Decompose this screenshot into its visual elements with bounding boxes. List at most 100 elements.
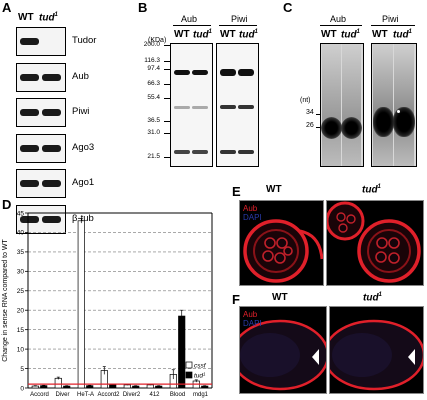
panel-a-wt-label: WT <box>18 12 34 23</box>
panel-d-ylabel: Change in sense RNA compared to WT <box>2 238 9 361</box>
panel-b-marker-7: 21.5 <box>147 153 160 160</box>
panel-c-aub-gel <box>320 43 364 167</box>
panel-c-piwi-gel <box>371 43 417 167</box>
panel-a-blot-3 <box>16 133 66 163</box>
panel-b-marker-tick-7 <box>164 157 170 158</box>
panel-f-mut-label: tud1 <box>363 292 382 304</box>
panel-d-ytick-label: 20 <box>17 308 25 315</box>
panel-d-xtick-label: HeT-A <box>77 392 94 398</box>
panel-c-aub-line <box>320 25 362 26</box>
panel-c-asterisk-dot <box>397 110 400 113</box>
panel-c-aub-header: Aub <box>330 14 347 24</box>
panel-b-mut-label-1: tud1 <box>193 29 212 41</box>
panel-a-row-label-5: β-tub <box>72 212 94 224</box>
panel-d-xtick-label: Diver2 <box>123 392 141 398</box>
panel-d-ytick-label: 35 <box>17 249 25 256</box>
panel-b-marker-4: 55.4 <box>147 94 160 101</box>
panel-a-blot-0 <box>16 27 66 56</box>
panel-b-marker-5: 36.5 <box>147 117 160 124</box>
panel-c-piwi-line <box>371 25 415 26</box>
panel-b-aub-line <box>173 25 211 26</box>
panel-d-ytick-label: 40 <box>17 230 25 237</box>
panel-d-ytick-label: 25 <box>17 288 25 295</box>
panel-b-wt-label-2: WT <box>220 29 236 40</box>
panel-b-piwi-gel <box>216 43 259 167</box>
panel-b-marker-6: 31.0 <box>147 129 160 136</box>
panel-d-xtick-label: 412 <box>149 392 160 398</box>
panel-b-unit: (KDa) <box>148 37 167 44</box>
panel-e-wt-image: Aub DAPI <box>239 200 324 286</box>
panel-d-bar-tud-blood <box>178 315 186 389</box>
panel-f-dapi-label: DAPI <box>243 319 262 328</box>
panel-c-marker-34: 34 <box>306 109 314 116</box>
panel-d-bar-tud-accord2 <box>109 384 117 389</box>
panel-f-wt-arrowhead-icon <box>312 349 319 365</box>
panel-d-letter: D <box>2 197 12 212</box>
panel-b-aub-header: Aub <box>181 14 198 24</box>
panel-d-chart: Change in sense RNA compared to WT 0 5 10 15… <box>2 210 213 398</box>
panel-c-unit: (nt) <box>300 97 311 104</box>
panel-d-xtick-label: Diver <box>55 392 69 398</box>
panel-a-row-label-0: Tudor <box>72 35 97 46</box>
panel-b-marker-tick-0 <box>164 45 170 46</box>
panel-e-mut-label: tud1 <box>362 184 381 196</box>
panel-d-ytick-label: 0 <box>20 385 24 392</box>
panel-c-piwi-header: Piwi <box>382 14 399 24</box>
panel-f-wt-image: Aub DAPI <box>239 306 327 394</box>
panel-b-marker-tick-5 <box>164 121 170 122</box>
panel-f-mut-image <box>329 306 424 394</box>
panel-c-wt-label-1: WT <box>321 29 337 40</box>
panel-e-aub-label: Aub <box>243 204 258 213</box>
panel-d-ytick-label: 45 <box>17 210 25 217</box>
panel-f-wt-label: WT <box>272 292 288 303</box>
panel-b-wt-label-1: WT <box>174 29 190 40</box>
panel-d-ytick-label: 10 <box>17 346 25 353</box>
panel-b-marker-tick-6 <box>164 133 170 134</box>
panel-a-row-label-3: Ago3 <box>72 141 95 153</box>
panel-d-xtick-label: mdg1 <box>193 392 209 398</box>
panel-d-xtick-label: Accord2 <box>97 392 120 398</box>
panel-d-legend-label-1: tud1 <box>194 371 206 380</box>
panel-a-mut-label: tud1 <box>39 12 58 24</box>
panel-d-bar-cssf-diver2 <box>123 384 131 389</box>
panel-b-marker-tick-4 <box>164 98 170 99</box>
panel-a-row-label-1: Aub <box>72 70 89 82</box>
panel-a-blot-1 <box>16 62 66 92</box>
panel-b-marker-tick-3 <box>164 84 170 85</box>
panel-c-letter: C <box>283 0 293 15</box>
panel-d-legend-swatch-1 <box>185 371 193 379</box>
panel-a-blot-2 <box>16 98 66 127</box>
panel-b-marker-2: 97.4 <box>147 65 160 72</box>
panel-b-mut-label-2: tud1 <box>239 29 258 41</box>
panel-c-mut-label-1: tud1 <box>341 29 360 41</box>
panel-d-legend-swatch-0 <box>185 361 193 369</box>
panel-b-marker-1: 116.3 <box>144 57 160 64</box>
panel-a-blot-5 <box>16 204 66 234</box>
panel-d-ytick-label: 5 <box>20 366 24 373</box>
panel-d-bar-cssf-het-a <box>77 220 85 389</box>
panel-a-letter: A <box>2 0 12 15</box>
panel-d-legend-label-0: cssf <box>194 363 207 370</box>
panel-e-dapi-label: DAPI <box>243 213 262 222</box>
panel-b-letter: B <box>138 0 148 15</box>
panel-c-marker-26: 26 <box>306 122 314 129</box>
panel-e-mut-image <box>326 200 424 286</box>
panel-d-xtick-label: Accord <box>30 392 49 398</box>
panel-d-ytick-label: 30 <box>17 269 25 276</box>
panel-d-xtick-label: Blood <box>170 392 185 398</box>
panel-f-letter: F <box>232 292 240 307</box>
panel-f-aub-label: Aub <box>243 310 258 319</box>
panel-b-piwi-line <box>219 25 257 26</box>
panel-b-marker-0: 200.0 <box>143 41 160 48</box>
panel-a-row-label-2: Piwi <box>72 106 90 117</box>
panel-c-mut-label-2: tud1 <box>393 29 412 41</box>
panel-f-mut-arrowhead-icon <box>408 349 415 365</box>
panel-b-marker-tick-2 <box>164 69 170 70</box>
panel-c-tick-34 <box>316 114 321 115</box>
panel-d-bar-cssf-412 <box>146 384 154 389</box>
panel-b-piwi-header: Piwi <box>231 14 248 24</box>
panel-c-tick-26 <box>316 127 321 128</box>
panel-a-row-label-4: Ago1 <box>72 177 95 188</box>
panel-b-marker-3: 66.3 <box>147 80 160 87</box>
panel-d-bar-cssf-diver <box>54 377 62 389</box>
